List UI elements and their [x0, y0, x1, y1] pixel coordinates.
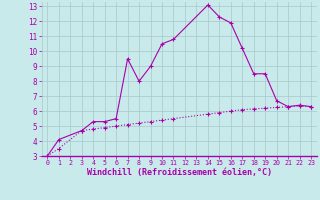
X-axis label: Windchill (Refroidissement éolien,°C): Windchill (Refroidissement éolien,°C) [87, 168, 272, 177]
